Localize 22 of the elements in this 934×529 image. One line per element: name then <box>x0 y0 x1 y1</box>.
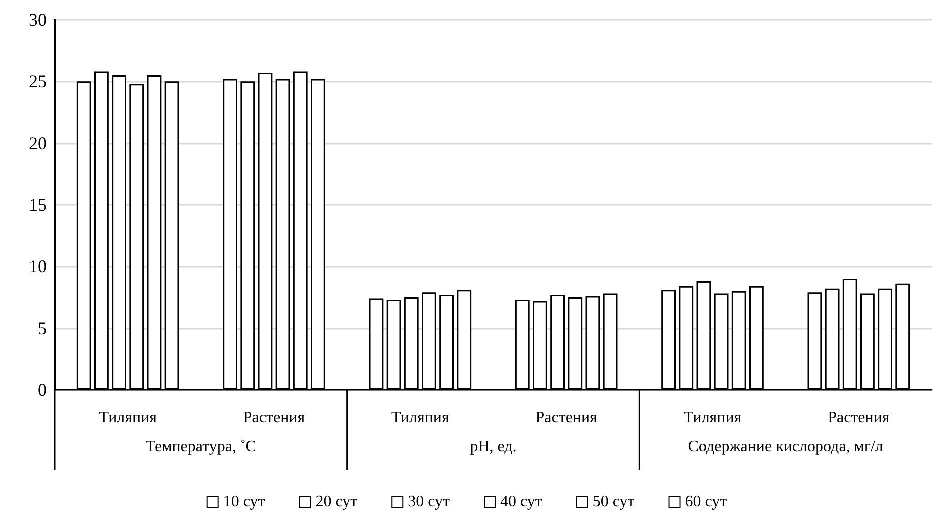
y-tick-label: 25 <box>29 72 47 92</box>
x-tick-label: Растения <box>243 410 306 426</box>
legend-label: 50 сут <box>592 494 635 510</box>
y-tick-label: 10 <box>29 256 47 277</box>
y-tick-label: 15 <box>29 195 47 215</box>
y-tick-label: 0 <box>38 380 47 400</box>
text: Содержание кислорода, мг/л <box>688 438 884 456</box>
legend-label: 20 сут <box>316 494 358 510</box>
text: Температура, ˚С <box>146 438 256 456</box>
text: pH, ед. <box>470 438 517 456</box>
x-tick-label: Тиляпия <box>392 410 450 426</box>
y-tick-label: 30 <box>29 10 47 30</box>
legend-label: 10 сут <box>223 494 266 510</box>
y-tick-label: 5 <box>38 318 47 338</box>
legend-label: 40 сут <box>500 494 542 510</box>
x-tick-label: Тиляпия <box>99 410 158 426</box>
x-tick-label: Растения <box>536 410 598 426</box>
x-tick-label: Растения <box>828 410 890 426</box>
legend-label: 60 сут <box>685 494 728 510</box>
x-tick-label: Тиляпия <box>684 410 742 426</box>
legend-label: 30 сут <box>408 494 450 510</box>
y-tick-label: 20 <box>29 133 47 154</box>
